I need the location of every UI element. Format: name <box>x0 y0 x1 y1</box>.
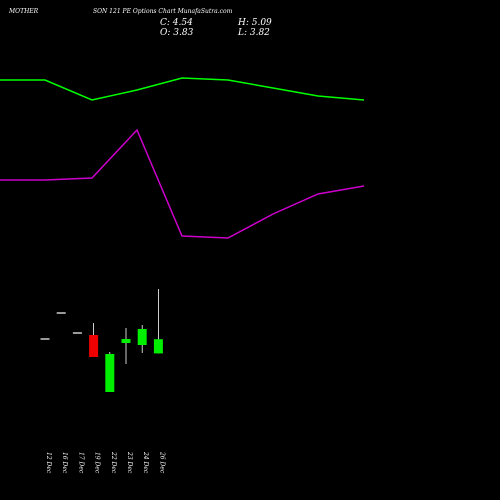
x-tick-label: 19 Dec <box>94 452 101 474</box>
chart-title-right: SON 121 PE Options Chart MunafaSutra.com <box>93 8 233 15</box>
chart-title-left: MOTHER <box>9 8 39 15</box>
close-value: C: 4.54 <box>160 18 193 28</box>
x-tick-label: 16 Dec <box>61 452 68 474</box>
candle-body <box>121 339 131 343</box>
indicator-line-lower <box>0 128 365 239</box>
x-tick-label: 22 Dec <box>110 451 117 474</box>
low-value: L: 3.82 <box>238 28 270 38</box>
high-value: H: 5.09 <box>238 18 272 28</box>
candle-body <box>137 329 147 345</box>
x-tick-label: 12 Dec <box>45 452 52 474</box>
x-tick-label: 26 Dec <box>158 451 165 474</box>
indicator-line-upper <box>0 77 365 101</box>
x-tick-label: 24 Dec <box>142 451 149 474</box>
x-tick-label: 23 Dec <box>126 451 133 474</box>
candle-body <box>89 335 99 357</box>
open-value: O: 3.83 <box>160 28 194 38</box>
x-tick-label: 17 Dec <box>77 452 84 474</box>
candle-body <box>105 354 115 392</box>
candle-body <box>153 339 163 354</box>
